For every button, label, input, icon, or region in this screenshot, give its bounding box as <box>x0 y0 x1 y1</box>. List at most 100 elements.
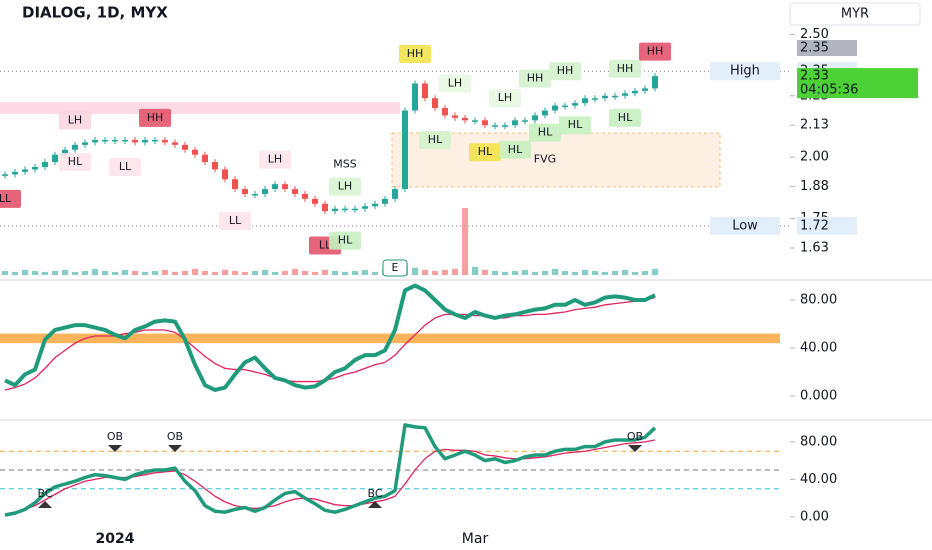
candle <box>132 139 138 143</box>
structure-label: HH <box>557 64 574 77</box>
volume-bar <box>322 269 328 275</box>
volume-bar <box>182 270 188 275</box>
structure-tag <box>639 42 671 61</box>
candle <box>242 189 248 194</box>
candle <box>372 203 378 207</box>
candle <box>572 103 578 106</box>
supply-zone <box>0 102 400 114</box>
structure-tag <box>489 89 521 108</box>
volume-bar <box>482 269 488 275</box>
candle <box>222 169 228 180</box>
candle <box>442 108 448 116</box>
volume-bar <box>142 271 148 275</box>
volume-bar <box>512 270 518 275</box>
candle <box>62 149 68 155</box>
volume-bar <box>652 268 658 275</box>
y-tick-label: 80.00 <box>800 292 837 307</box>
structure-label: HL <box>478 145 493 158</box>
candle <box>422 83 428 99</box>
candle <box>202 154 208 163</box>
candle <box>362 206 368 209</box>
volume-bar <box>622 269 628 275</box>
structure-label: LH <box>268 153 282 166</box>
low-value: 1.72 <box>800 218 829 233</box>
currency-box <box>789 2 921 26</box>
volume-bar <box>62 269 68 275</box>
structure-tag <box>399 45 431 64</box>
candle <box>462 117 468 121</box>
volume-bar <box>202 270 208 275</box>
candle <box>352 208 358 211</box>
structure-label: HH <box>147 111 164 124</box>
volume-bar <box>72 271 78 275</box>
volume-bar <box>352 270 358 275</box>
volume-bar <box>2 270 8 275</box>
structure-tag <box>139 108 171 127</box>
candle <box>562 105 568 108</box>
volume-bar <box>612 270 618 275</box>
series-line <box>4 283 656 392</box>
candle <box>512 120 518 126</box>
structure-tag <box>529 123 561 142</box>
volume-bar <box>432 270 438 275</box>
structure-label: HH <box>647 45 664 58</box>
candle <box>432 98 438 109</box>
candle <box>652 76 658 89</box>
volume-bar <box>282 270 288 275</box>
structure-label: HH <box>407 47 424 60</box>
candle <box>182 144 188 150</box>
y-tick-label: 2.50 <box>800 27 829 42</box>
signal-label: OB <box>627 430 643 443</box>
volume-bar <box>272 271 278 275</box>
candle <box>122 139 128 142</box>
candle <box>592 98 598 100</box>
structure-label: LL <box>319 239 332 252</box>
high-axis-value: 2.35 <box>800 41 829 56</box>
structure-tag <box>329 177 361 196</box>
low-tag <box>710 216 780 235</box>
candle <box>272 184 278 190</box>
volume-bar <box>632 271 638 275</box>
candle <box>332 208 338 212</box>
volume-bar <box>122 269 128 275</box>
volume-bar <box>522 269 528 275</box>
structure-tag <box>219 211 251 230</box>
structure-tag <box>0 189 21 208</box>
signal-arrow <box>628 445 642 452</box>
structure-tag <box>439 74 471 93</box>
candle <box>632 90 638 94</box>
volume-bar <box>302 270 308 275</box>
candle <box>342 208 348 211</box>
last-price: 2.33 <box>800 69 829 84</box>
structure-label: LH <box>498 91 512 104</box>
candle <box>142 139 148 143</box>
candle <box>552 105 558 111</box>
candle <box>542 110 548 116</box>
structure-label: LL <box>119 160 132 173</box>
candle <box>252 193 258 196</box>
volume-bar <box>172 271 178 275</box>
candle <box>2 174 8 176</box>
volume-bar <box>292 268 298 275</box>
event-label: E <box>392 261 399 274</box>
volume-bar <box>582 269 588 275</box>
volume-bar <box>22 269 28 275</box>
candle <box>92 139 98 143</box>
candle <box>112 139 118 142</box>
volume-bar <box>152 270 158 275</box>
volume-bar <box>92 268 98 275</box>
structure-label: HL <box>538 126 553 139</box>
volume-bar <box>462 208 468 275</box>
volume-bar <box>642 270 648 275</box>
candle <box>12 171 18 175</box>
structure-label: HL <box>618 111 633 124</box>
volume-bar <box>572 271 578 275</box>
volume-bar <box>82 270 88 275</box>
candle <box>162 139 168 143</box>
volume-bar <box>242 271 248 275</box>
x-tick-label: Mar <box>462 531 489 547</box>
volume-bar <box>332 270 338 275</box>
signal-label: OB <box>107 430 123 443</box>
last-price-box <box>797 68 918 99</box>
